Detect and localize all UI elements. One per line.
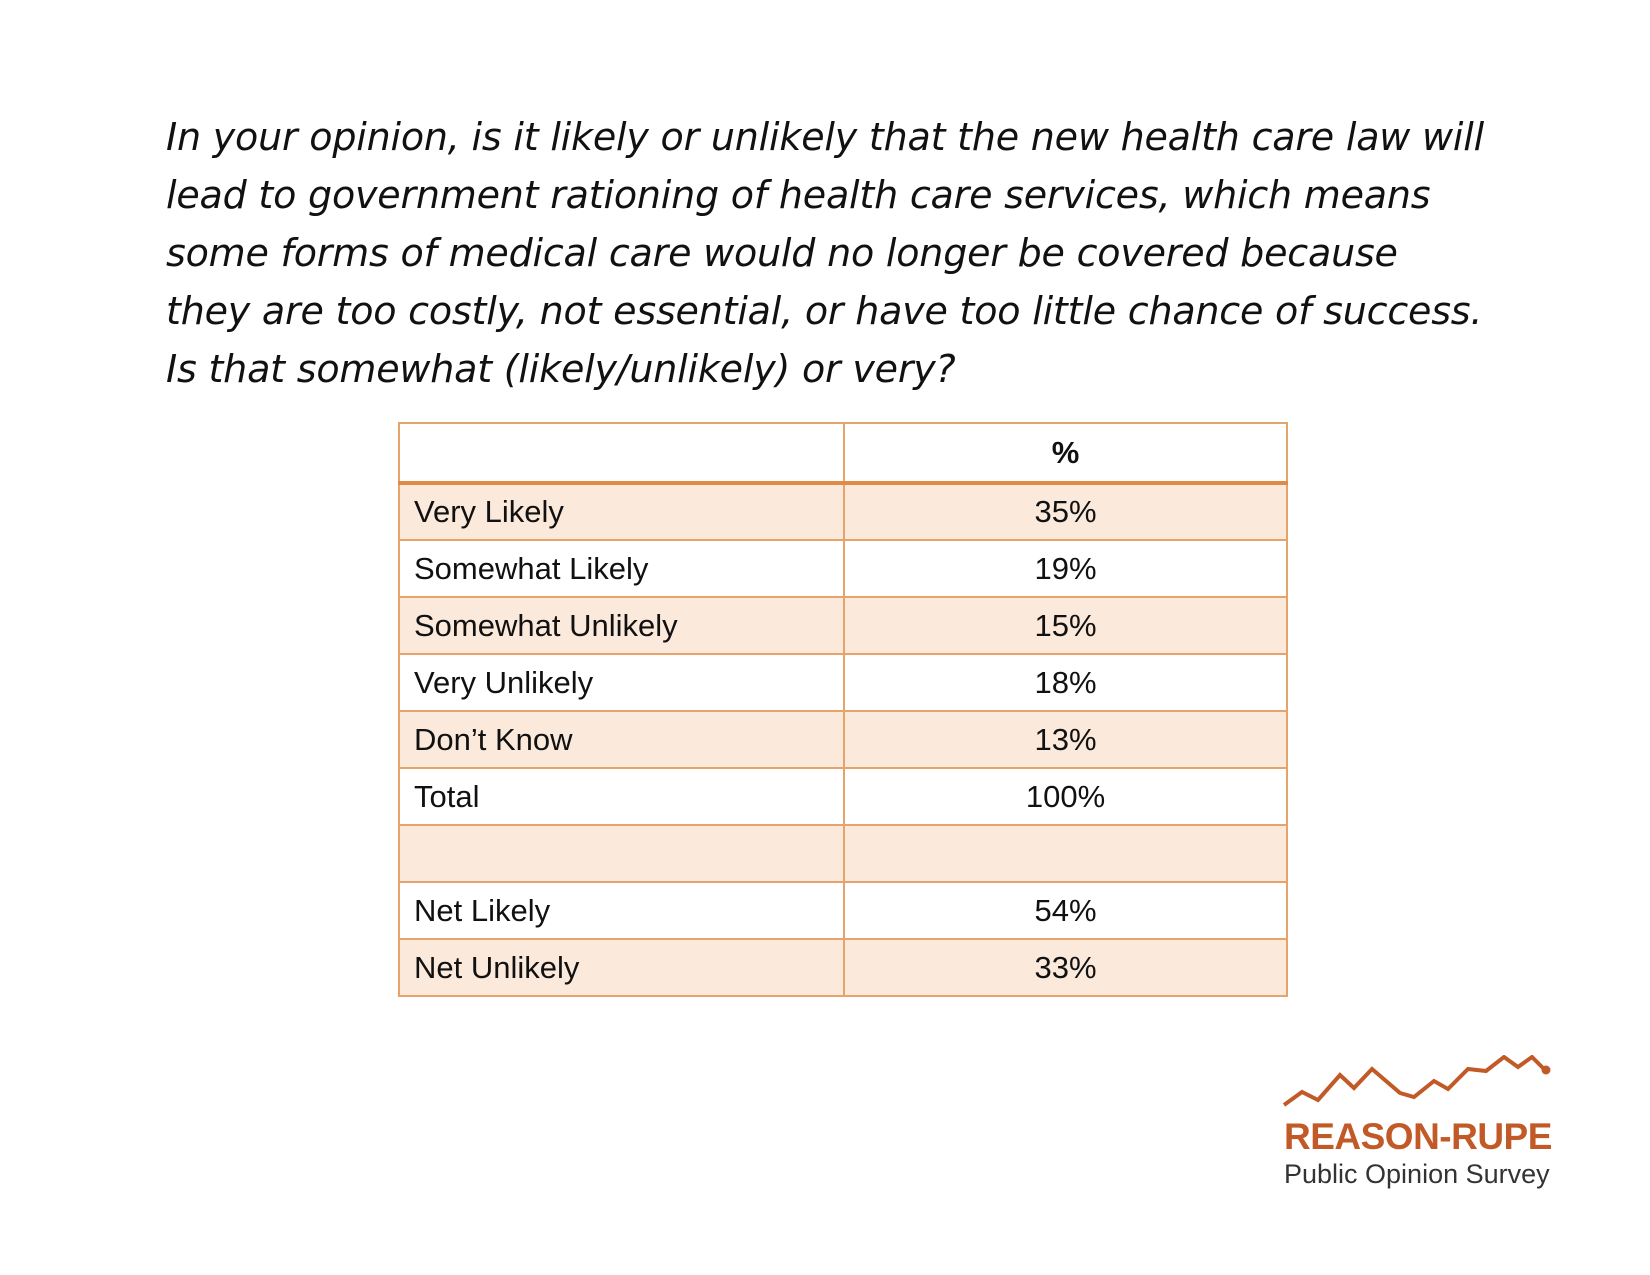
header-label-cell [398, 422, 845, 485]
row-label: Don’t Know [398, 710, 845, 769]
row-label: Somewhat Unlikely [398, 596, 845, 655]
row-value: 100% [843, 767, 1288, 826]
logo-subtitle: Public Opinion Survey [1284, 1159, 1550, 1189]
row-label: Net Unlikely [398, 938, 845, 997]
row-label: Net Likely [398, 881, 845, 940]
row-value: 54% [843, 881, 1288, 940]
reason-rupe-logo: REASON-RUPE Public Opinion Survey [1278, 1055, 1568, 1195]
row-value: 19% [843, 539, 1288, 598]
row-value: 33% [843, 938, 1288, 997]
row-label [398, 824, 845, 883]
header-percent-cell: % [843, 422, 1288, 485]
table-row: Very Unlikely 18% [398, 653, 1288, 712]
row-label: Very Unlikely [398, 653, 845, 712]
table-header-row: % [398, 422, 1288, 485]
row-value: 35% [843, 482, 1288, 541]
table-row-total: Total 100% [398, 767, 1288, 826]
mountain-line-icon [1282, 1055, 1551, 1107]
row-value [843, 824, 1288, 883]
table-row: Very Likely 35% [398, 482, 1288, 541]
table-row-net-likely: Net Likely 54% [398, 881, 1288, 940]
row-value: 13% [843, 710, 1288, 769]
row-label: Somewhat Likely [398, 539, 845, 598]
table-row: Somewhat Likely 19% [398, 539, 1288, 598]
table-row: Don’t Know 13% [398, 710, 1288, 769]
row-value: 18% [843, 653, 1288, 712]
table-row-net-unlikely: Net Unlikely 33% [398, 938, 1288, 997]
logo-name: REASON-RUPE [1284, 1116, 1552, 1157]
results-table: % Very Likely 35% Somewhat Likely 19% So… [398, 422, 1288, 997]
row-label: Very Likely [398, 482, 845, 541]
table-row-spacer [398, 824, 1288, 883]
row-value: 15% [843, 596, 1288, 655]
survey-question: In your opinion, is it likely or unlikel… [166, 115, 1484, 391]
table-row: Somewhat Unlikely 15% [398, 596, 1288, 655]
row-label: Total [398, 767, 845, 826]
